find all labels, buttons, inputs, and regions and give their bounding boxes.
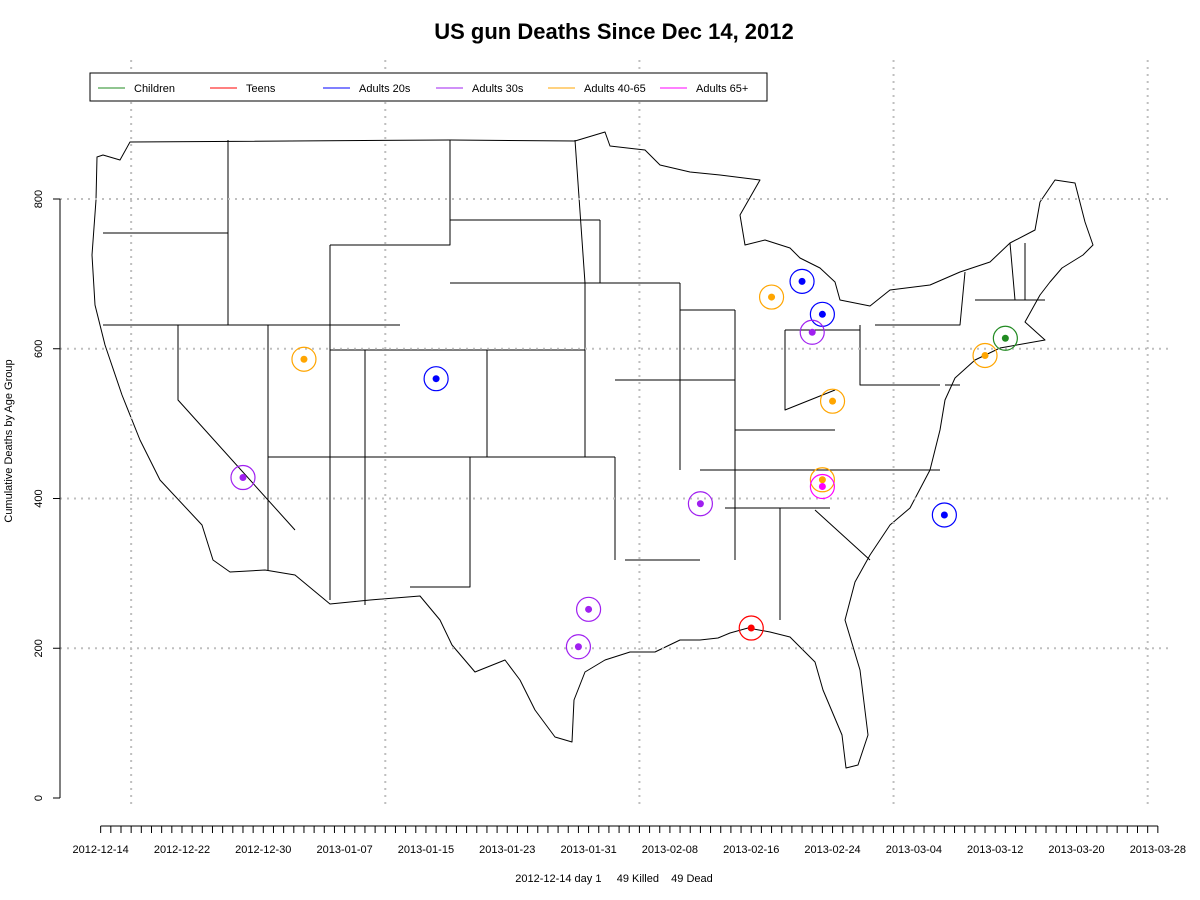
data-point [585,605,593,613]
legend: Children Teens Adults 20s Adults 30s Adults … [89,72,768,102]
x-tick-label: 2013-01-15 [398,844,454,856]
legend-label: Adults 30s [472,83,524,95]
data-points [230,268,1018,660]
x-tick-label: 2013-01-23 [479,844,535,856]
x-tick-label: 2012-12-14 [73,844,129,856]
y-axis-label: Cumulative Deaths by Age Group [3,359,15,522]
legend-label: Children [134,83,175,95]
data-point [818,310,826,318]
data-point-ring [931,502,957,528]
data-point [808,328,816,336]
x-tick-label: 2012-12-22 [154,844,210,856]
data-point [818,476,826,484]
x-axis: 2012-12-14 2012-12-22 2012-12-30 2013-01-07… [73,825,1186,856]
y-tick-label: 600 [33,340,45,358]
legend-label: Adults 65+ [696,83,748,95]
data-point [829,397,837,405]
us-map [91,131,1094,769]
x-tick-label: 2012-12-30 [235,844,291,856]
gridlines [60,60,1168,808]
chart-title: US gun Deaths Since Dec 14, 2012 [434,19,794,44]
x-tick-label: 2013-01-07 [316,844,372,856]
data-point-ring [687,491,714,517]
x-tick-label: 2013-03-28 [1130,844,1186,856]
y-tick-label: 800 [33,190,45,208]
data-point-ring [575,596,602,622]
y-tick-label: 0 [33,795,45,801]
data-point [798,277,806,285]
data-point-ring [423,366,449,392]
data-point [818,483,826,491]
y-axis: 0 200 400 600 800 [33,190,61,801]
x-tick-label: 2013-02-24 [804,844,860,856]
data-point-ring [738,615,764,641]
legend-box [89,72,768,102]
data-point-ring [809,467,835,493]
data-point [768,293,776,301]
data-point-ring [230,464,256,491]
y-tick-label: 400 [33,489,45,507]
data-point-ring [758,284,785,310]
data-point-ring [799,319,825,345]
legend-label: Adults 40-65 [584,83,646,95]
x-tick-label: 2013-01-31 [560,844,616,856]
data-point [696,500,704,508]
x-tick-label: 2013-03-04 [886,844,942,856]
data-point-ring [789,268,815,294]
data-point [574,643,582,651]
x-tick-label: 2013-03-20 [1048,844,1104,856]
data-point [300,355,308,363]
data-point-ring [972,342,998,369]
data-point [747,624,755,632]
legend-label: Teens [246,83,276,95]
x-axis-label: 2012-12-14 day 1 49 Killed 49 Dead [515,873,713,885]
x-tick-label: 2013-03-12 [967,844,1023,856]
x-tick-label: 2013-02-16 [723,844,779,856]
data-point [940,511,948,519]
x-tick-label: 2013-02-08 [642,844,698,856]
data-point-ring [291,346,317,372]
y-tick-label: 200 [33,639,45,657]
data-point-ring [809,473,835,500]
data-point [239,474,247,482]
data-point-ring [819,388,846,414]
legend-label: Adults 20s [359,83,411,95]
us-map-outline [91,131,1094,769]
data-point-ring [992,325,1018,351]
data-point [1001,334,1009,342]
data-point [432,375,440,383]
state-borders [103,139,1045,620]
data-point [981,351,989,359]
data-point-ring [565,634,592,660]
